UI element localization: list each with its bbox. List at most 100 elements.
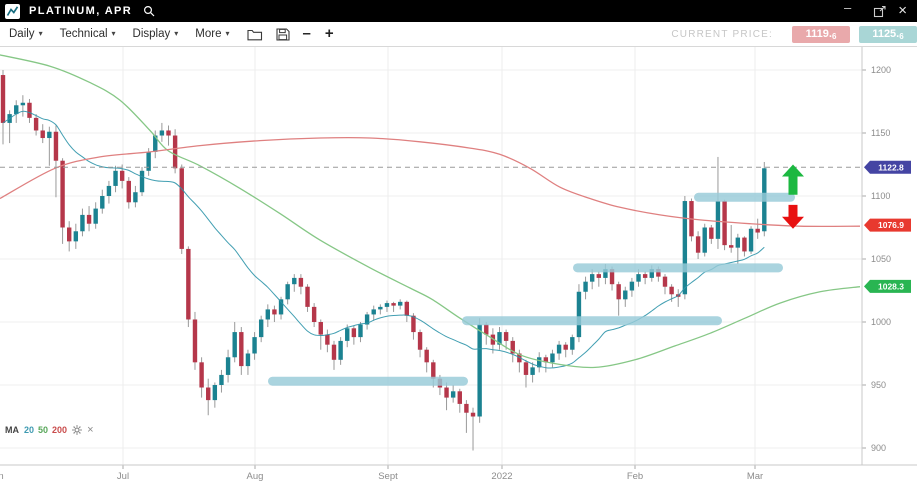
- candlestick: [722, 201, 727, 246]
- ma-periods: 20 50 200: [24, 425, 67, 435]
- candlestick: [285, 284, 290, 300]
- price-badge-marker: [864, 160, 911, 174]
- support-resistance-zone[interactable]: [573, 263, 783, 273]
- candlestick: [47, 131, 52, 139]
- candlestick: [742, 237, 747, 252]
- menu-technical[interactable]: Technical ▾: [59, 28, 116, 40]
- candlestick: [27, 102, 32, 118]
- candlestick: [159, 130, 165, 136]
- candlestick: [735, 237, 741, 248]
- chevron-down-icon: ▾: [174, 29, 179, 38]
- ma-period-value: 50: [38, 425, 49, 435]
- menu-display[interactable]: Display ▾: [132, 28, 179, 40]
- candlestick: [53, 131, 59, 161]
- menu-more[interactable]: More ▾: [195, 28, 230, 40]
- bid-price-badge[interactable]: 1119. 6: [792, 25, 850, 43]
- candlestick: [252, 337, 257, 354]
- candlestick: [616, 284, 621, 300]
- minimize-button[interactable]: –: [844, 0, 852, 15]
- candlestick: [636, 274, 641, 282]
- candlestick: [457, 391, 462, 404]
- y-axis-label: 1000: [871, 317, 891, 327]
- down-arrow-annotation[interactable]: [782, 204, 804, 229]
- candlestick: [126, 180, 131, 203]
- y-axis-label: 1050: [871, 254, 891, 264]
- candlestick: [298, 277, 304, 287]
- candlestick: [146, 151, 151, 171]
- candlestick: [583, 281, 588, 292]
- candlestick: [755, 228, 760, 233]
- candlestick: [106, 185, 112, 196]
- chart-canvas[interactable]: 1200 1150 1100 1050 1000 950 900 Jun Jul Aug Sept 2…: [0, 47, 917, 484]
- candlestick: [166, 130, 171, 136]
- candlestick: [484, 324, 489, 335]
- candlestick: [318, 322, 323, 335]
- candlestick: [245, 353, 251, 367]
- candlestick: [67, 227, 72, 242]
- candlestick: [444, 387, 449, 398]
- candlestick: [199, 362, 204, 388]
- candlestick: [623, 290, 628, 300]
- candlestick: [537, 357, 542, 368]
- popout-button[interactable]: [873, 5, 887, 18]
- y-axis-label: 950: [871, 380, 886, 390]
- save-icon[interactable]: [275, 27, 290, 41]
- candlestick: [629, 281, 635, 291]
- candlestick: [384, 303, 390, 307]
- price-badge-marker: [864, 218, 911, 232]
- candlestick: [119, 170, 125, 181]
- candlestick: [33, 117, 39, 131]
- candlestick: [411, 315, 416, 333]
- candlestick: [748, 228, 754, 252]
- candlestick: [325, 334, 330, 345]
- candlestick: [100, 196, 105, 209]
- y-axis-label: 1200: [871, 65, 891, 75]
- candlestick: [470, 412, 476, 417]
- candlestick: [14, 105, 19, 115]
- candlestick: [649, 269, 654, 278]
- y-axis-label: 1150: [871, 128, 890, 138]
- zoom-out-button[interactable]: –: [302, 25, 311, 42]
- candlestick: [378, 306, 383, 310]
- candlestick: [417, 332, 423, 350]
- window-title: PLATINUM, APR: [29, 5, 133, 17]
- candlestick: [113, 170, 118, 186]
- ask-price-badge[interactable]: 1125. 6: [859, 25, 917, 43]
- open-chart-icon[interactable]: [246, 28, 263, 41]
- candlestick: [464, 403, 469, 413]
- ma-remove-icon[interactable]: ×: [87, 423, 94, 436]
- close-button[interactable]: ×: [898, 2, 907, 19]
- chevron-down-icon: ▾: [111, 29, 116, 38]
- x-axis-label: Sept: [378, 471, 398, 482]
- candlestick: [424, 349, 429, 363]
- support-resistance-zone[interactable]: [694, 192, 795, 202]
- ma-settings-gear-icon[interactable]: [72, 425, 82, 435]
- chevron-down-icon: ▾: [225, 29, 230, 38]
- zoom-in-button[interactable]: +: [324, 25, 334, 42]
- support-resistance-zone[interactable]: [268, 376, 468, 386]
- candlestick: [715, 201, 721, 239]
- candlestick: [179, 168, 184, 249]
- support-resistance-zone[interactable]: [462, 316, 722, 326]
- candlestick: [278, 299, 284, 315]
- search-icon[interactable]: [143, 5, 156, 18]
- x-axis-label: Mar: [747, 471, 763, 482]
- up-arrow-annotation[interactable]: [782, 164, 804, 195]
- candlestick: [139, 170, 145, 193]
- candlestick: [212, 385, 218, 401]
- ma-indicator-legend: MA 20 50 200 ×: [5, 423, 94, 436]
- candlestick: [702, 227, 707, 253]
- candlestick: [543, 357, 549, 363]
- candlestick: [576, 291, 582, 338]
- candlestick: [206, 387, 211, 401]
- candlestick: [563, 344, 568, 350]
- candlestick: [265, 309, 270, 320]
- candlestick: [258, 319, 264, 338]
- candlestick: [391, 303, 396, 306]
- candlestick: [729, 245, 734, 248]
- menu-daily[interactable]: Daily ▾: [9, 28, 43, 40]
- candlestick: [60, 160, 65, 228]
- candlestick: [20, 102, 26, 106]
- ma-period-value: 200: [52, 425, 68, 435]
- candlestick: [609, 269, 615, 285]
